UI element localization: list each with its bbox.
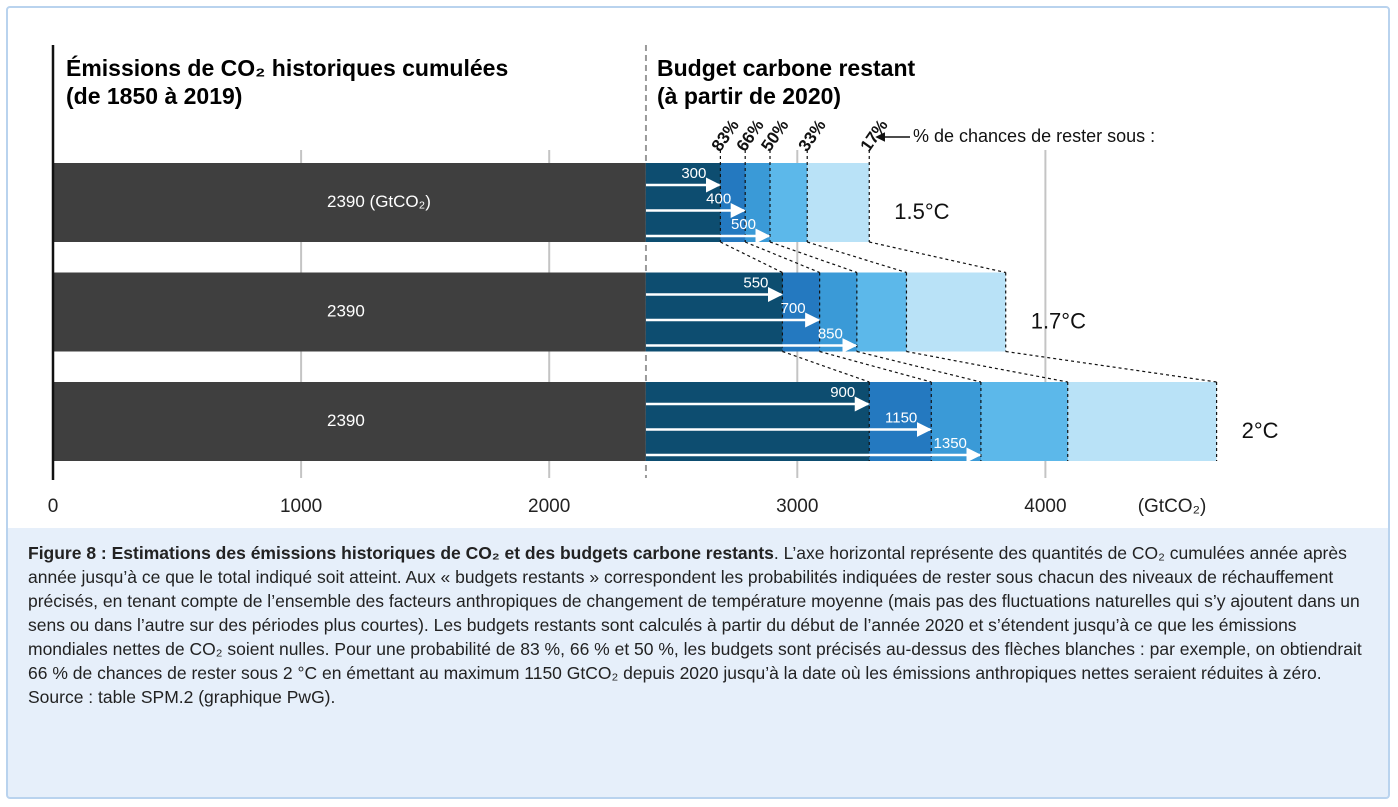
x-tick-label: 3000 xyxy=(776,496,818,517)
budget-label: 850 xyxy=(818,325,843,342)
budget-bar xyxy=(645,272,783,352)
x-tick-label: 1000 xyxy=(280,496,322,517)
budget-label: 550 xyxy=(743,274,768,291)
historical-bar xyxy=(53,382,646,461)
budget-label: 1350 xyxy=(934,435,967,452)
budget-label: 500 xyxy=(731,216,756,233)
category-label: 2°C xyxy=(1242,418,1279,443)
x-tick-label: 4000 xyxy=(1024,496,1066,517)
caption-text: . L’axe horizontal représente des quanti… xyxy=(28,543,1362,707)
historical-bar xyxy=(53,272,646,352)
budget-label: 900 xyxy=(830,384,855,401)
connector xyxy=(906,350,1068,383)
historical-label: 2390 (GtCO₂) xyxy=(327,192,431,211)
connector xyxy=(744,241,820,274)
category-label: 1.5°C xyxy=(894,199,949,224)
historical-bar xyxy=(53,163,646,242)
x-tick-label: 0 xyxy=(48,496,59,517)
budget-label: 300 xyxy=(681,165,706,182)
connector xyxy=(782,350,870,383)
annotation: % de chances de rester sous : xyxy=(913,126,1155,146)
title-right: Budget carbone restant xyxy=(657,55,915,81)
title-left: (de 1850 à 2019) xyxy=(66,83,242,109)
category-label: 1.7°C xyxy=(1031,308,1086,333)
budget-label: 700 xyxy=(781,300,806,317)
budget-label: 400 xyxy=(706,190,731,207)
probability-label: 33% xyxy=(795,116,830,155)
caption-title: Figure 8 : Estimations des émissions his… xyxy=(28,543,774,563)
historical-label: 2390 xyxy=(327,301,365,320)
budget-bar xyxy=(645,382,870,461)
budget-label: 1150 xyxy=(885,409,917,426)
x-tick-label: 2000 xyxy=(528,496,570,517)
connector xyxy=(807,241,907,274)
connector xyxy=(819,350,932,383)
connector xyxy=(769,241,858,274)
connector xyxy=(856,350,982,383)
connector xyxy=(1005,350,1217,383)
connector xyxy=(869,241,1006,274)
probability-label: 17% xyxy=(857,116,892,155)
x-axis-label: (GtCO₂) xyxy=(1138,496,1207,517)
historical-label: 2390 xyxy=(327,411,365,430)
probability-label: 50% xyxy=(757,116,792,155)
connector xyxy=(720,241,783,274)
caption: Figure 8 : Estimations des émissions his… xyxy=(28,541,1368,709)
budget-bar xyxy=(645,163,721,242)
title-right: (à partir de 2020) xyxy=(657,83,841,109)
title-left: Émissions de CO₂ historiques cumulées xyxy=(66,54,508,81)
